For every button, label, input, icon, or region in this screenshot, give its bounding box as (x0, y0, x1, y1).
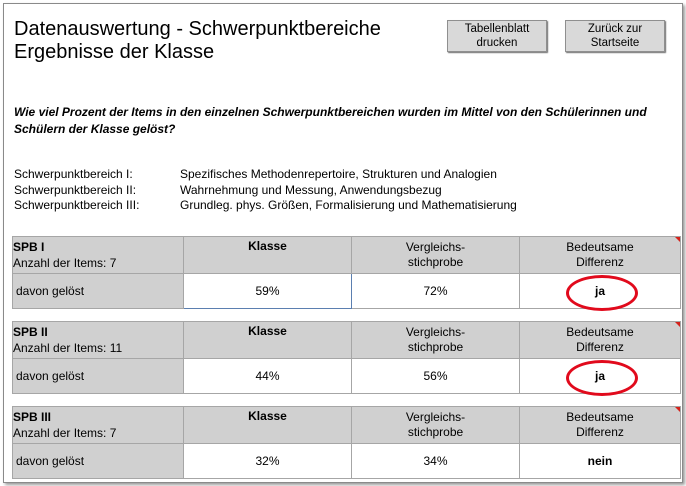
table-row: davon gelöst 32% 34% nein (12, 443, 681, 479)
differenz-header[interactable]: Bedeutsame Differenz (519, 236, 681, 274)
differenz-value-cell[interactable]: nein (519, 443, 681, 479)
item-count: Anzahl der Items: 11 (13, 341, 123, 355)
differenz-header-line-2: Differenz (576, 425, 624, 439)
vergleich-value-cell[interactable]: 72% (351, 273, 520, 309)
focus-area-key: Schwerpunktbereich I: (14, 167, 133, 181)
row-label-cell[interactable]: davon gelöst (12, 273, 184, 309)
item-count: Anzahl der Items: 7 (13, 256, 117, 270)
klasse-header[interactable]: Klasse (183, 406, 352, 444)
spb-name: SPB I (13, 240, 45, 254)
vergleich-header-line-2: stichprobe (407, 255, 464, 269)
focus-area-row: Schwerpunktbereich I: Spezifisches Metho… (14, 167, 517, 183)
klasse-value-cell[interactable]: 59% (183, 273, 352, 309)
differenz-header-line-1: Bedeutsame (566, 240, 634, 254)
klasse-value-cell[interactable]: 32% (183, 443, 352, 479)
differenz-header-line-2: Differenz (576, 340, 624, 354)
question-text: Wie viel Prozent der Items in den einzel… (14, 105, 647, 136)
vergleich-header[interactable]: Vergleichs- stichprobe (351, 321, 520, 359)
focus-area-list: Schwerpunktbereich I: Spezifisches Metho… (14, 167, 517, 214)
table-row: davon gelöst 44% 56% ja (12, 358, 681, 396)
vergleich-header-line-2: stichprobe (407, 425, 464, 439)
table-header-row: SPB III Anzahl der Items: 7 Klasse Vergl… (12, 406, 681, 444)
spb-name-cell[interactable]: SPB III Anzahl der Items: 7 (12, 406, 184, 444)
title-line-2: Ergebnisse der Klasse (14, 41, 215, 63)
klasse-header[interactable]: Klasse (183, 321, 352, 359)
focus-area-description: Spezifisches Methodenrepertoire, Struktu… (180, 167, 497, 181)
row-label-cell[interactable]: davon gelöst (12, 443, 184, 479)
focus-area-key: Schwerpunktbereich II: (14, 182, 137, 197)
home-button-label-1: Zurück zur (587, 23, 643, 35)
print-sheet-button[interactable]: Tabellenblatt drucken (447, 20, 547, 52)
differenz-header-line-2: Differenz (576, 255, 624, 269)
vergleich-header[interactable]: Vergleichs- stichprobe (351, 406, 520, 444)
focus-area-description: Grundleg. phys. Größen, Formalisierung u… (180, 198, 517, 212)
differenz-value-cell[interactable]: ja (519, 358, 681, 396)
differenz-header[interactable]: Bedeutsame Differenz (519, 321, 681, 359)
item-count: Anzahl der Items: 7 (13, 426, 117, 440)
vergleich-header-line-2: stichprobe (407, 340, 464, 354)
focus-area-row: Schwerpunktbereich II: Wahrnehmung und M… (14, 183, 517, 199)
comment-indicator-icon (675, 237, 680, 242)
differenz-verdict: ja (565, 275, 638, 311)
comment-indicator-icon (675, 322, 680, 327)
spb-name: SPB II (13, 325, 48, 339)
spb-name-cell[interactable]: SPB I Anzahl der Items: 7 (12, 236, 184, 274)
print-button-label-1: Tabellenblatt (464, 23, 530, 35)
differenz-verdict: nein (588, 454, 613, 468)
page-title: Datenauswertung - Schwerpunktbereiche Er… (14, 18, 381, 64)
spb-name-cell[interactable]: SPB II Anzahl der Items: 11 (12, 321, 184, 359)
differenz-value: nein (587, 454, 613, 468)
vergleich-header-line-1: Vergleichs- (405, 325, 466, 339)
back-to-start-button[interactable]: Zurück zur Startseite (565, 20, 665, 52)
vergleich-header[interactable]: Vergleichs- stichprobe (351, 236, 520, 274)
spb-name: SPB III (13, 410, 52, 424)
klasse-header[interactable]: Klasse (183, 236, 352, 274)
title-line-1: Datenauswertung - Schwerpunktbereiche (14, 18, 381, 40)
table-header-row: SPB II Anzahl der Items: 11 Klasse Vergl… (12, 321, 681, 359)
home-button-label-2: Startseite (590, 37, 640, 49)
table-row: davon gelöst 59% 72% ja (12, 273, 681, 311)
table-header-row: SPB I Anzahl der Items: 7 Klasse Verglei… (12, 236, 681, 274)
spb-3-table: SPB III Anzahl der Items: 7 Klasse Vergl… (12, 406, 681, 479)
comment-indicator-icon (675, 407, 680, 412)
vergleich-header-line-1: Vergleichs- (405, 240, 466, 254)
spb-2-table: SPB II Anzahl der Items: 11 Klasse Vergl… (12, 321, 681, 396)
focus-area-description: Wahrnehmung und Messung, Anwendungsbezug (180, 182, 442, 197)
differenz-header-line-1: Bedeutsame (566, 325, 634, 339)
vergleich-header-line-1: Vergleichs- (405, 410, 466, 424)
klasse-value-cell[interactable]: 44% (183, 358, 352, 394)
differenz-header-line-1: Bedeutsame (566, 410, 634, 424)
differenz-verdict: ja (565, 360, 638, 396)
row-label-cell[interactable]: davon gelöst (12, 358, 184, 394)
spb-1-table: SPB I Anzahl der Items: 7 Klasse Verglei… (12, 236, 681, 311)
vergleich-value-cell[interactable]: 56% (351, 358, 520, 394)
print-button-label-2: drucken (476, 37, 518, 49)
focus-area-row: Schwerpunktbereich III: Grundleg. phys. … (14, 198, 517, 214)
highlight-circle (565, 360, 638, 396)
focus-area-key: Schwerpunktbereich III: (14, 198, 140, 212)
worksheet-frame: Datenauswertung - Schwerpunktbereiche Er… (3, 3, 683, 483)
differenz-header[interactable]: Bedeutsame Differenz (519, 406, 681, 444)
differenz-value-cell[interactable]: ja (519, 273, 681, 311)
vergleich-value-cell[interactable]: 34% (351, 443, 520, 479)
highlight-circle (565, 275, 638, 311)
